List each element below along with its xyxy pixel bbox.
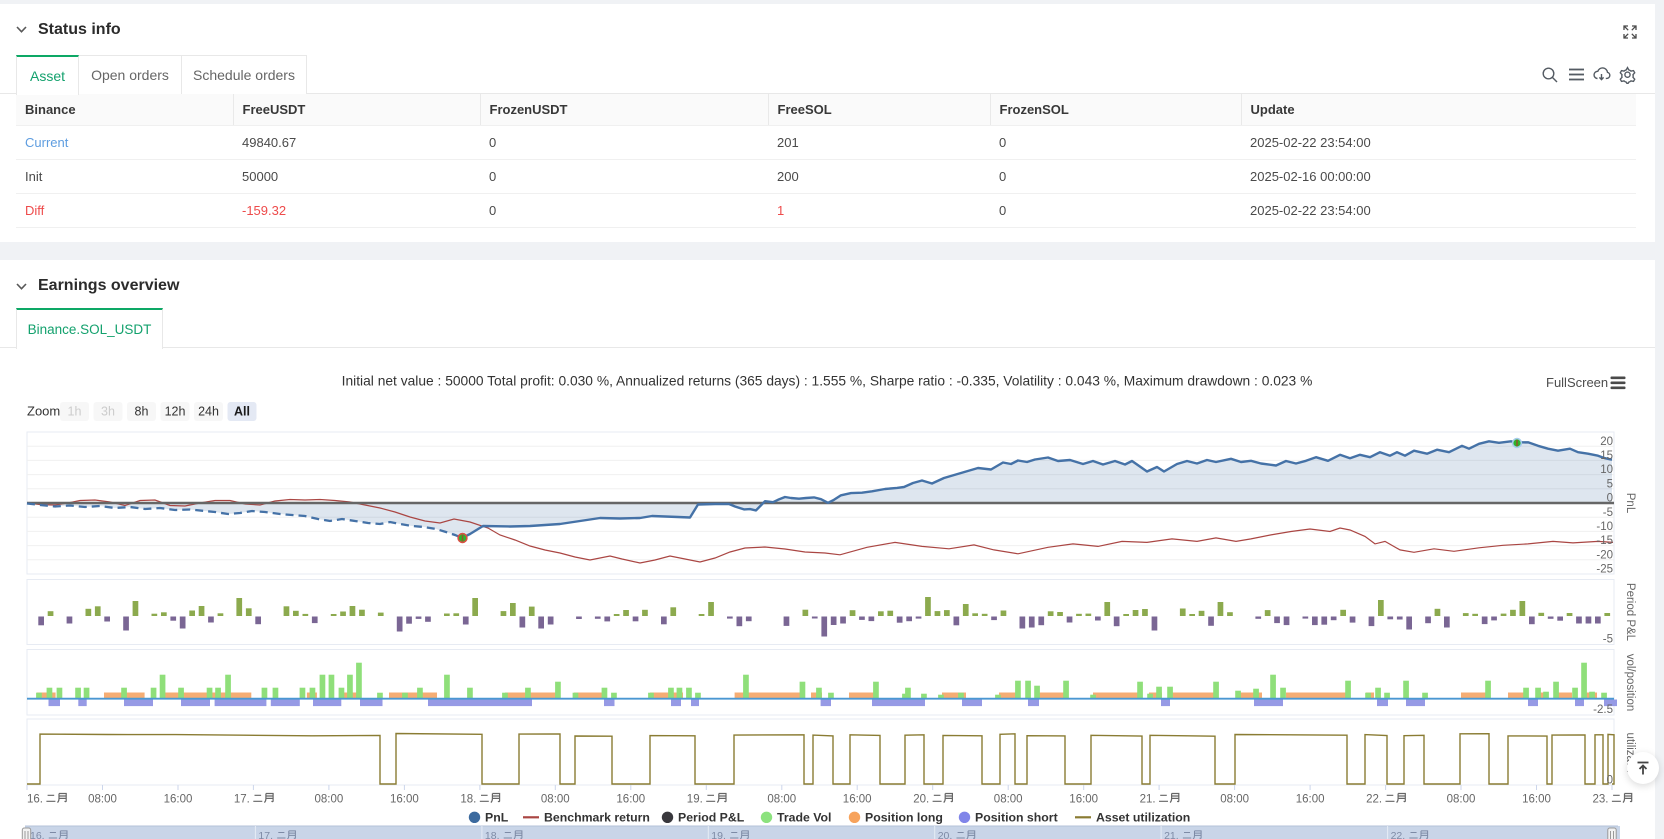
svg-text:-2.5: -2.5 bbox=[1593, 704, 1613, 716]
svg-text:18.: 18. bbox=[485, 830, 500, 839]
svg-text:08:00: 08:00 bbox=[767, 794, 796, 806]
svg-text:20.: 20. bbox=[913, 794, 929, 806]
svg-text:08:00: 08:00 bbox=[1447, 794, 1476, 806]
svg-text:Period P&L: Period P&L bbox=[678, 811, 745, 825]
svg-text:All: All bbox=[234, 405, 250, 419]
svg-text:23.: 23. bbox=[1593, 794, 1609, 806]
svg-text:16.: 16. bbox=[30, 830, 45, 839]
svg-text:0: 0 bbox=[1607, 493, 1613, 505]
svg-text:16:00: 16:00 bbox=[616, 794, 645, 806]
svg-text:Period P&L: Period P&L bbox=[1624, 583, 1636, 642]
svg-text:-20: -20 bbox=[1596, 549, 1613, 561]
svg-text:5: 5 bbox=[1607, 478, 1613, 490]
svg-text:08:00: 08:00 bbox=[994, 794, 1023, 806]
svg-text:08:00: 08:00 bbox=[1220, 794, 1249, 806]
svg-text:1h: 1h bbox=[68, 405, 82, 419]
svg-text:Zoom: Zoom bbox=[27, 404, 60, 419]
svg-text:Benchmark return: Benchmark return bbox=[544, 811, 650, 825]
svg-text:-25: -25 bbox=[1596, 564, 1613, 576]
svg-text:16:00: 16:00 bbox=[1296, 794, 1325, 806]
svg-text:20: 20 bbox=[1600, 436, 1613, 448]
svg-text:16:00: 16:00 bbox=[1522, 794, 1551, 806]
svg-text:22.: 22. bbox=[1366, 794, 1382, 806]
svg-text:08:00: 08:00 bbox=[88, 794, 117, 806]
svg-text:8h: 8h bbox=[135, 405, 149, 419]
svg-text:vol/position: vol/position bbox=[1624, 654, 1636, 712]
svg-text:Trade Vol: Trade Vol bbox=[777, 811, 831, 825]
svg-text:Position short: Position short bbox=[975, 811, 1058, 825]
svg-text:Initial net value : 50000 Tota: Initial net value : 50000 Total profit: … bbox=[342, 374, 1313, 389]
svg-text:FullScreen: FullScreen bbox=[1546, 375, 1608, 390]
svg-text:12h: 12h bbox=[165, 405, 186, 419]
svg-text:PnL: PnL bbox=[485, 811, 509, 825]
svg-text:16.: 16. bbox=[27, 794, 43, 806]
svg-text:15: 15 bbox=[1600, 450, 1613, 462]
svg-text:0: 0 bbox=[1607, 775, 1613, 787]
svg-text:24h: 24h bbox=[198, 405, 219, 419]
svg-text:16:00: 16:00 bbox=[843, 794, 872, 806]
svg-text:-5: -5 bbox=[1603, 507, 1613, 519]
svg-text:16:00: 16:00 bbox=[390, 794, 419, 806]
svg-text:08:00: 08:00 bbox=[315, 794, 344, 806]
svg-text:21.: 21. bbox=[1140, 794, 1156, 806]
svg-text:19.: 19. bbox=[711, 830, 726, 839]
svg-text:19.: 19. bbox=[687, 794, 703, 806]
svg-text:18.: 18. bbox=[460, 794, 476, 806]
svg-text:10: 10 bbox=[1600, 464, 1613, 476]
svg-text:08:00: 08:00 bbox=[541, 794, 570, 806]
svg-text:17.: 17. bbox=[234, 794, 250, 806]
svg-text:22.: 22. bbox=[1391, 830, 1406, 839]
svg-text:17.: 17. bbox=[258, 830, 273, 839]
svg-text:20.: 20. bbox=[938, 830, 953, 839]
svg-text:Position long: Position long bbox=[865, 811, 943, 825]
svg-text:Asset utilization: Asset utilization bbox=[1096, 811, 1190, 825]
svg-text:-10: -10 bbox=[1596, 521, 1613, 533]
svg-text:16:00: 16:00 bbox=[1069, 794, 1098, 806]
svg-text:21.: 21. bbox=[1164, 830, 1179, 839]
svg-text:3h: 3h bbox=[101, 405, 115, 419]
svg-text:PnL: PnL bbox=[1624, 493, 1636, 514]
svg-text:-5: -5 bbox=[1603, 634, 1613, 646]
svg-text:-15: -15 bbox=[1596, 535, 1613, 547]
svg-text:16:00: 16:00 bbox=[164, 794, 193, 806]
